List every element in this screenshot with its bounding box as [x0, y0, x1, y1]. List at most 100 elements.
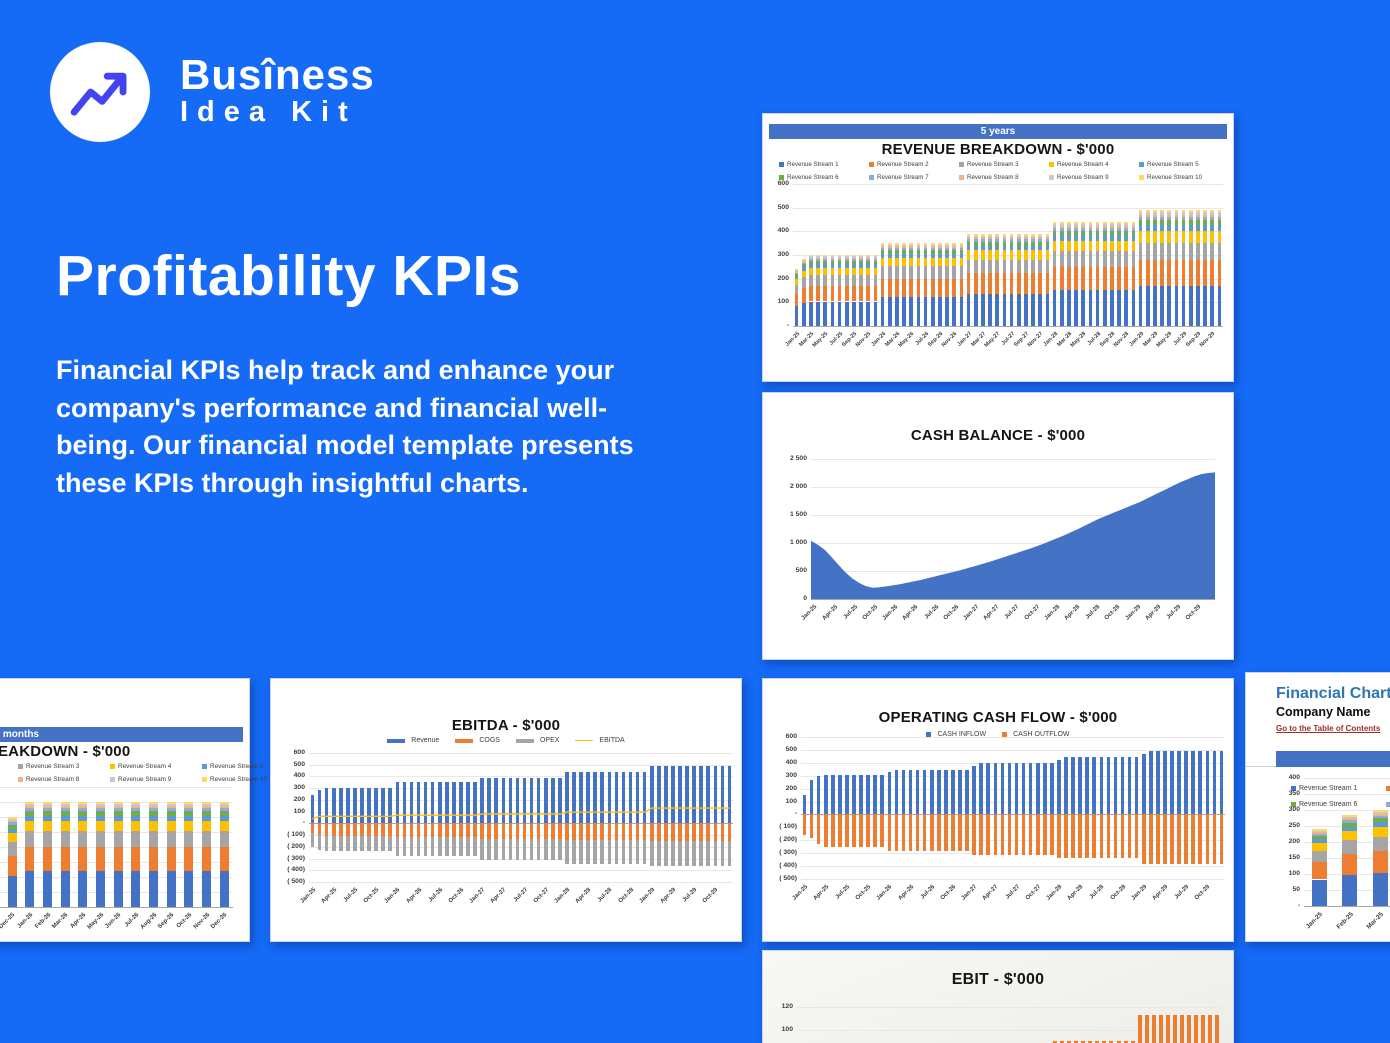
y-axis-label: 400 — [785, 758, 797, 766]
stacked-bar-segment — [25, 870, 35, 907]
stacked-bar-segment — [1145, 210, 1150, 213]
gridline — [801, 775, 1225, 777]
gridline — [797, 1006, 1221, 1008]
table-of-contents-link[interactable]: Go to the Table of Contents — [1276, 724, 1381, 733]
stacked-bar-segment — [909, 253, 914, 259]
gridline — [309, 811, 733, 813]
gridline — [801, 879, 1225, 880]
y-axis-label: 120 — [781, 1002, 793, 1010]
negative-bar-2 — [607, 839, 612, 864]
stacked-bar-segment — [945, 250, 949, 254]
stacked-bar-segment — [923, 253, 928, 259]
stacked-bar-segment — [1045, 241, 1050, 246]
stacked-bar-segment — [113, 806, 123, 809]
y-axis-label: ( 300) — [287, 854, 305, 862]
stacked-bar-segment — [1117, 226, 1121, 229]
stacked-bar-segment — [1311, 879, 1327, 906]
stacked-bar-segment — [1074, 235, 1078, 241]
legend-swatch — [387, 738, 406, 743]
stacked-bar-segment — [1016, 294, 1021, 326]
negative-bar — [1071, 814, 1075, 859]
stacked-bar-segment — [880, 297, 885, 326]
stacked-bar-segment — [149, 804, 158, 807]
stacked-bar-segment — [1145, 214, 1150, 217]
stacked-bar-segment — [923, 244, 928, 247]
stacked-bar-segment — [981, 245, 985, 251]
stacked-bar-segment — [909, 250, 914, 254]
y-axis-label: 600 — [293, 749, 305, 756]
gridline — [1304, 778, 1390, 779]
positive-bar — [360, 788, 364, 824]
stacked-bar-segment — [923, 278, 928, 298]
gridline — [309, 776, 733, 778]
positive-bar — [607, 771, 612, 824]
ebit-bar — [1052, 1041, 1057, 1043]
legend-item: Revenue Stream 1 — [779, 161, 839, 168]
negative-bar — [1028, 814, 1033, 856]
stacked-bar-segment — [966, 250, 971, 260]
stacked-bar-segment — [1059, 221, 1064, 224]
stacked-bar-segment — [895, 250, 899, 254]
stacked-bar-segment — [866, 285, 871, 302]
stacked-bar-segment — [852, 256, 856, 258]
stacked-bar-segment — [1131, 226, 1136, 229]
negative-bar-2 — [494, 838, 499, 860]
stacked-bar-segment — [801, 267, 806, 271]
stacked-bar-segment — [1138, 210, 1143, 213]
y-axis-label: 200 — [785, 784, 797, 792]
negative-bar-2 — [317, 835, 322, 850]
stacked-bar-segment — [909, 266, 914, 279]
stacked-bar-segment — [973, 235, 978, 238]
stacked-bar-segment — [1124, 226, 1129, 229]
stacked-bar-segment — [1038, 233, 1043, 236]
stacked-bar-segment — [1038, 259, 1043, 274]
positive-bar — [944, 769, 948, 815]
stacked-bar-segment — [1217, 285, 1222, 326]
stacked-bar-segment — [909, 248, 914, 251]
gridline — [309, 823, 733, 825]
ebit-plot: 12010080 — [763, 951, 1233, 1043]
stacked-bar-segment — [837, 257, 842, 260]
stacked-bar-segment — [166, 820, 176, 832]
stacked-bar-segment — [1196, 242, 1200, 260]
legend-label: EBITDA — [599, 737, 625, 744]
stacked-bar-segment — [7, 824, 17, 829]
positive-bar — [1043, 763, 1047, 815]
negative-bar — [1219, 814, 1224, 864]
stacked-bar-segment — [959, 250, 964, 254]
positive-bar — [915, 769, 920, 815]
negative-bar — [706, 823, 711, 841]
stacked-bar-segment — [1196, 225, 1200, 231]
y-axis-label: 100 — [777, 298, 789, 306]
positive-bar — [838, 775, 842, 815]
negative-bar-2 — [310, 833, 315, 847]
legend-swatch — [110, 764, 115, 769]
y-axis-label: 150 — [1288, 854, 1300, 861]
x-axis-label: Jan-25 — [1304, 911, 1325, 931]
stacked-bar-segment — [1016, 259, 1021, 274]
ebitda-plot: 600 500 400 300 200 100 - ( 100) ( 200) ( 300) ( 4… — [271, 679, 741, 941]
stacked-bar-segment — [25, 810, 35, 816]
stacked-bar-segment — [219, 804, 229, 807]
stacked-bar-segment — [852, 267, 856, 275]
stacked-bar-segment — [96, 804, 105, 807]
stacked-bar-segment — [96, 870, 105, 907]
stacked-bar-segment — [837, 264, 842, 268]
stacked-bar-segment — [1167, 230, 1172, 243]
negative-bar — [1106, 814, 1111, 859]
positive-bar — [508, 777, 513, 824]
negative-bar — [529, 823, 534, 839]
negative-bar — [480, 823, 484, 839]
stacked-bar-segment — [873, 267, 878, 275]
negative-bar — [929, 814, 934, 852]
stacked-bar-segment — [113, 831, 123, 848]
stacked-bar-segment — [1081, 290, 1086, 326]
stacked-bar-segment — [1372, 836, 1388, 852]
negative-bar — [838, 814, 842, 848]
positive-bar — [1050, 763, 1054, 815]
stacked-bar-segment — [866, 264, 871, 268]
stacked-bar-segment — [1045, 239, 1050, 242]
legend-swatch — [1002, 732, 1008, 737]
stacked-bar-segment — [952, 246, 957, 249]
legend-item: Revenue Stream 8 — [959, 174, 1019, 181]
